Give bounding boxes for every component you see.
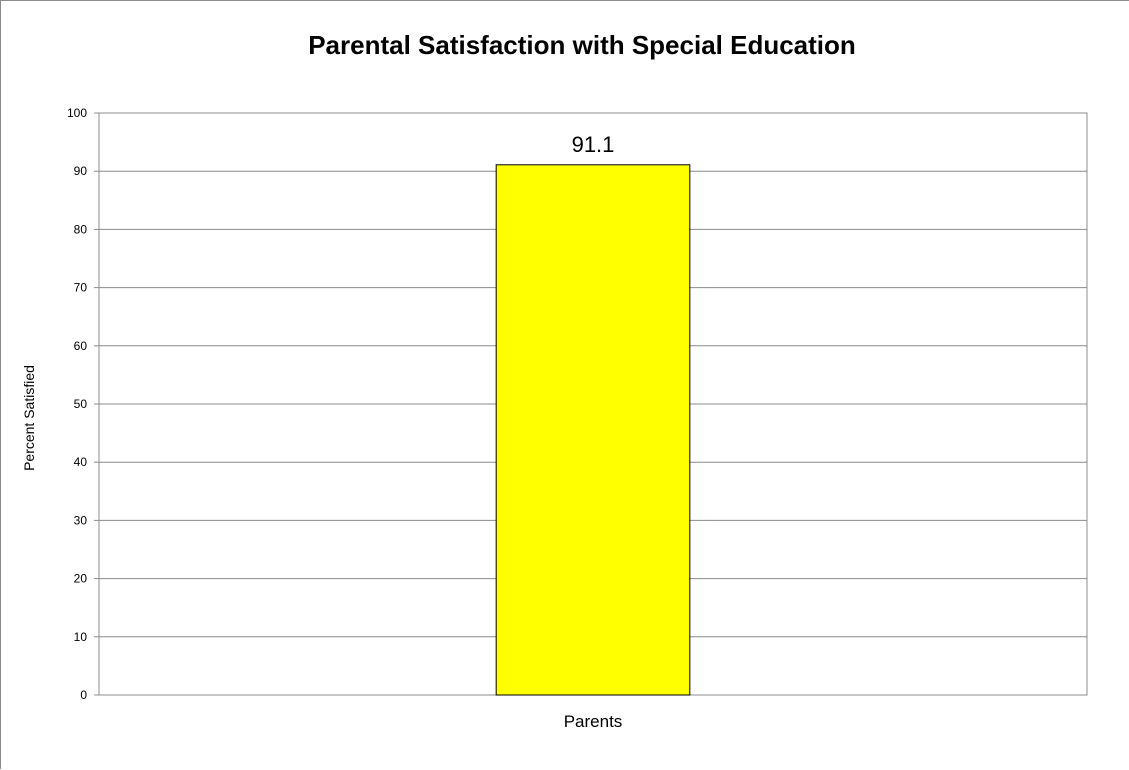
y-tick-label: 80 (74, 222, 88, 236)
y-tick-label: 10 (74, 630, 88, 644)
y-tick-label: 90 (74, 164, 88, 178)
y-tick-label: 40 (74, 455, 88, 469)
y-tick-label: 20 (74, 572, 88, 586)
y-tick-label: 0 (80, 688, 87, 702)
y-tick-label: 30 (74, 513, 88, 527)
chart-title: Parental Satisfaction with Special Educa… (308, 30, 856, 60)
y-tick-label: 50 (74, 397, 88, 411)
y-tick-label: 100 (67, 106, 87, 120)
y-tick-label: 70 (74, 281, 88, 295)
x-category-label: Parents (564, 712, 623, 731)
bar (495, 164, 691, 696)
plot-area: 0 10 20 30 40 50 60 70 80 90 100 91.1 Parents (67, 106, 1088, 731)
y-tick-label: 60 (74, 339, 88, 353)
y-axis-label: Percent Satisfied (21, 365, 37, 471)
data-label: 91.1 (572, 132, 615, 157)
